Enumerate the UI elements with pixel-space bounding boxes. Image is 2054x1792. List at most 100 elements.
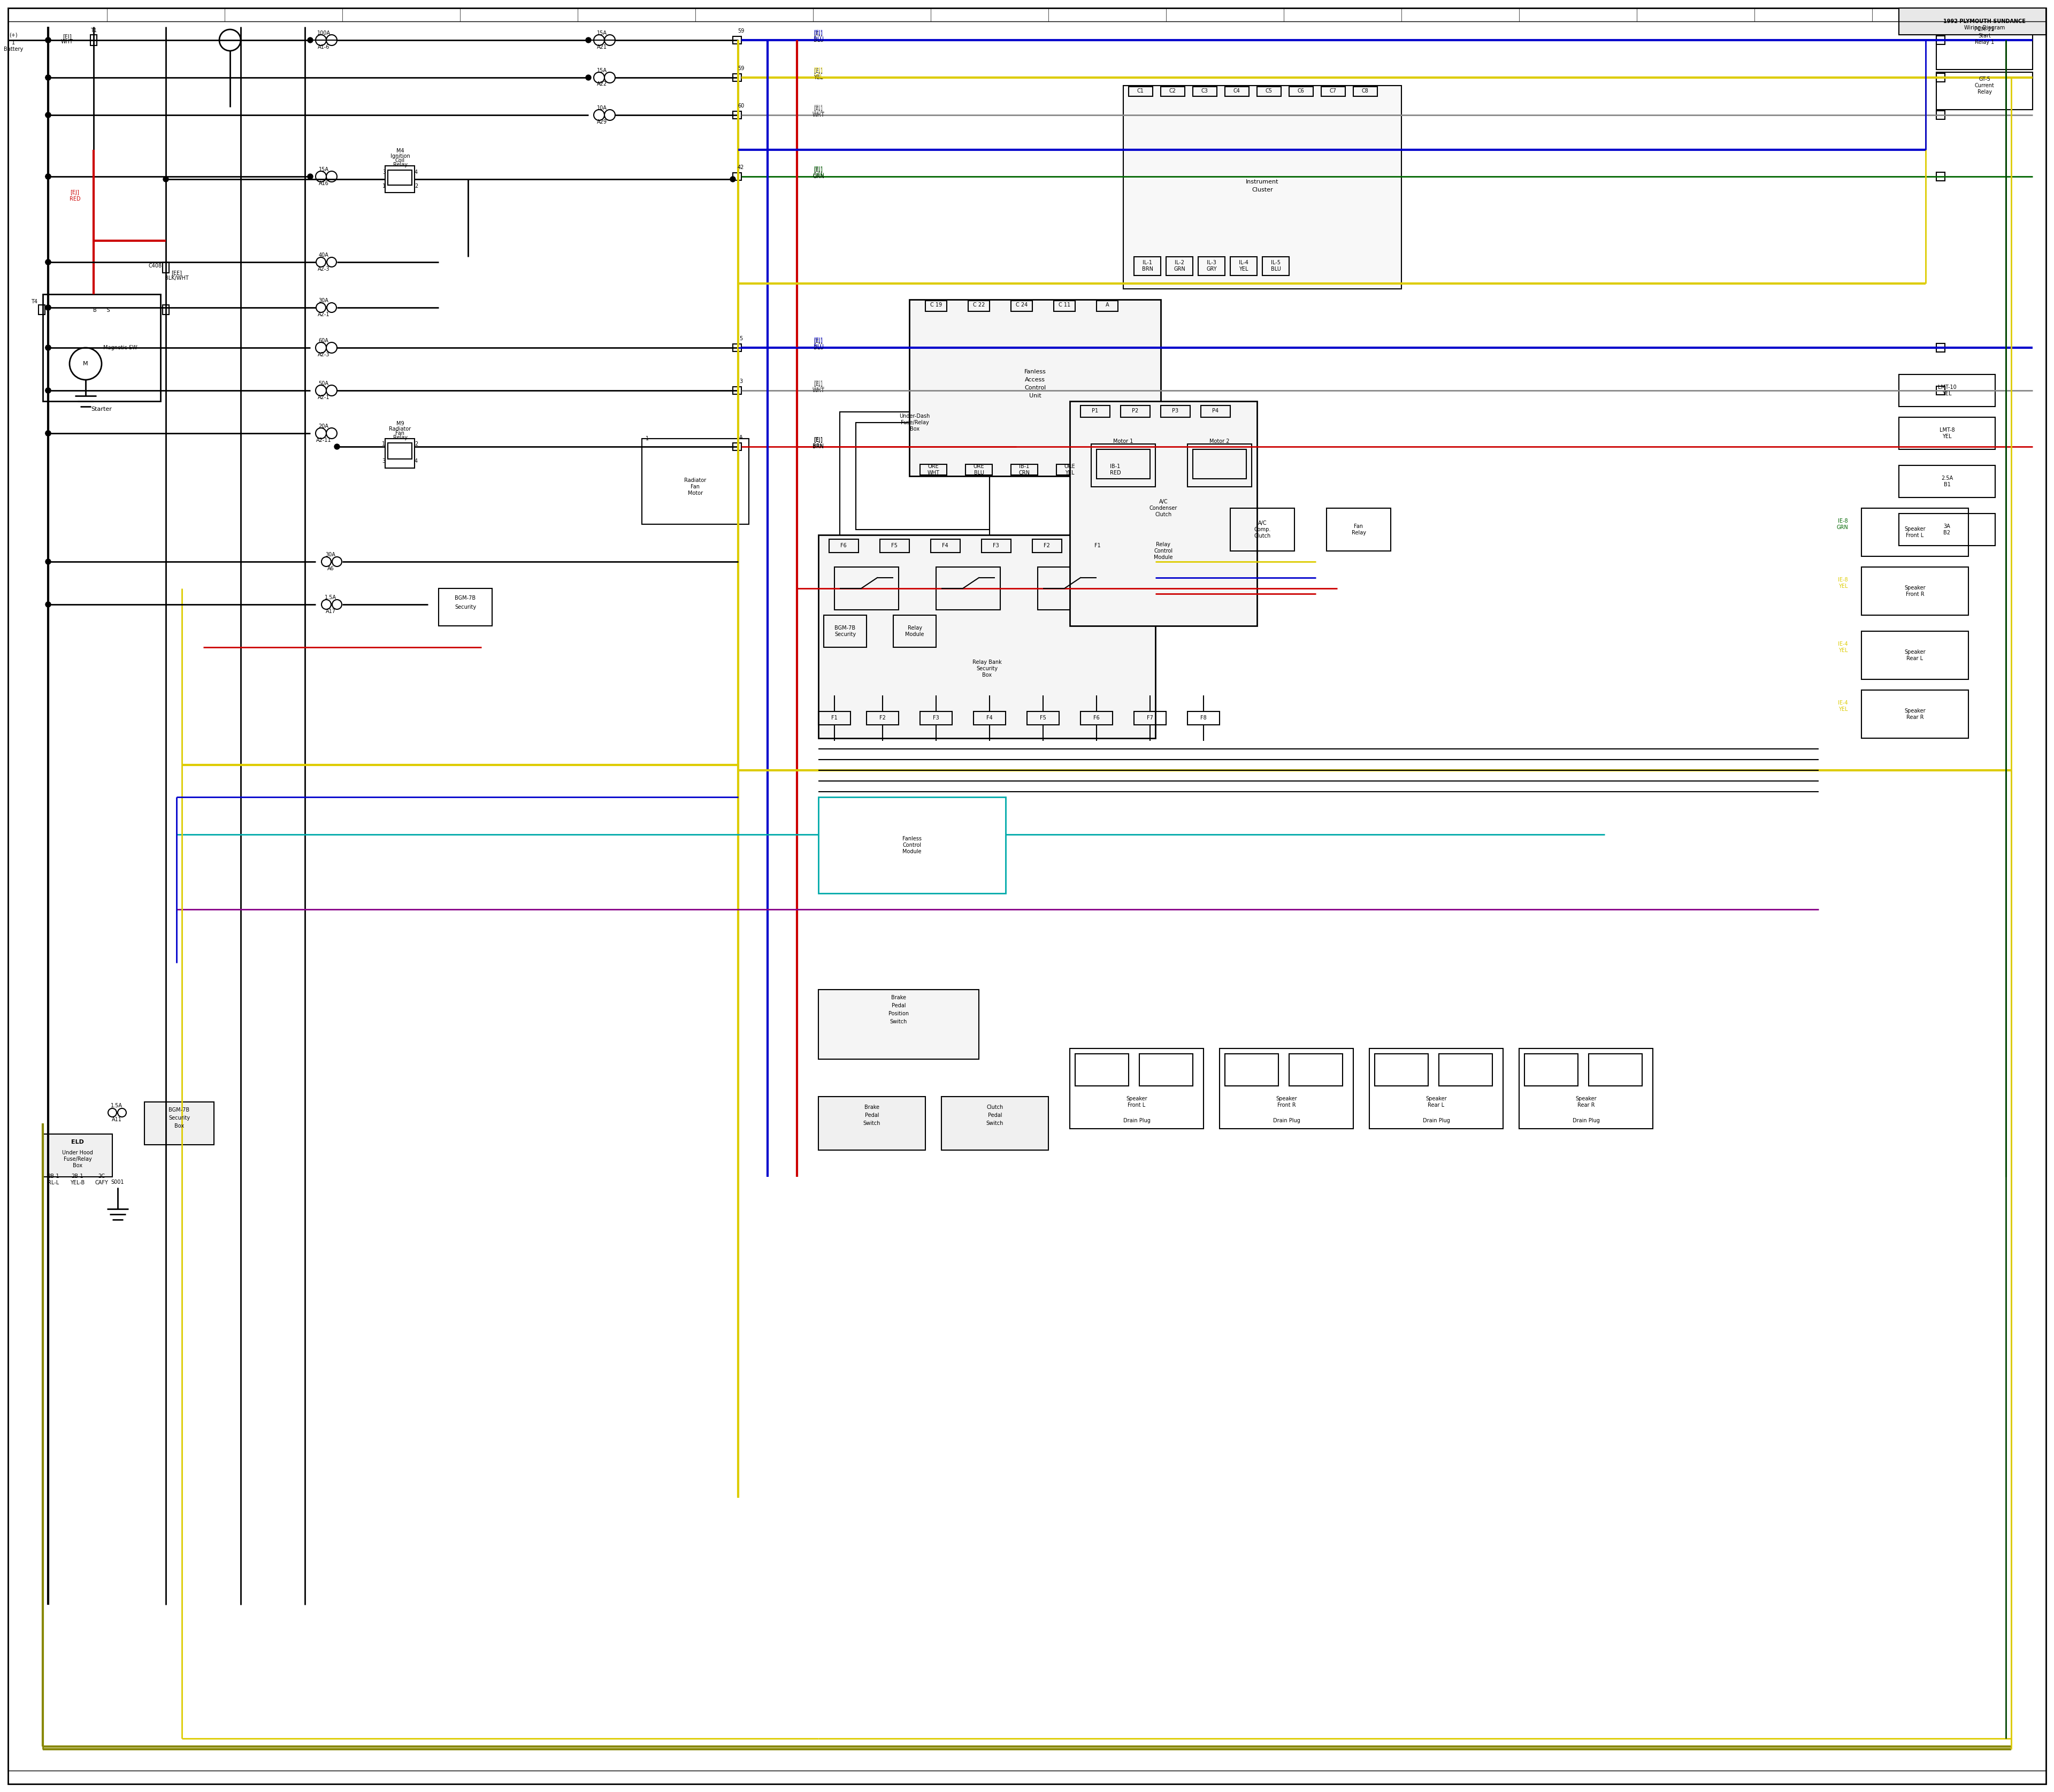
Text: 4: 4 (415, 170, 417, 176)
Bar (1898, 466, 1994, 498)
Circle shape (45, 305, 51, 310)
Text: IL-2
GRN: IL-2 GRN (1173, 260, 1185, 272)
Bar (43, 294, 160, 401)
Bar (43, 1134, 113, 1177)
Bar (817, 797, 1006, 894)
Text: 1: 1 (382, 441, 386, 446)
Bar (1898, 7, 2046, 34)
Text: Box: Box (72, 1163, 82, 1168)
Text: 2: 2 (415, 441, 417, 446)
Text: LMT-8
YEL: LMT-8 YEL (1939, 428, 1955, 439)
Text: ORE
WHT: ORE WHT (926, 464, 939, 475)
Circle shape (45, 260, 51, 265)
Text: Position: Position (889, 1011, 908, 1016)
Text: WHT: WHT (811, 387, 824, 392)
Bar (1861, 566, 1968, 615)
Bar (1134, 711, 1167, 724)
Text: 4: 4 (415, 459, 417, 464)
Text: IL-5
BLU: IL-5 BLU (1271, 260, 1282, 272)
Text: A2-3: A2-3 (318, 267, 329, 272)
Bar (834, 566, 900, 609)
Circle shape (585, 75, 592, 81)
Text: YEL: YEL (813, 75, 824, 81)
Bar (1230, 509, 1294, 550)
Bar (1091, 444, 1154, 487)
Text: C5: C5 (1265, 88, 1271, 93)
Bar (1054, 301, 1074, 312)
Text: Motor 2: Motor 2 (1210, 439, 1230, 444)
Circle shape (45, 430, 51, 435)
Text: 42: 42 (737, 165, 744, 170)
Text: ORE
BLU: ORE BLU (974, 464, 984, 475)
Bar (1202, 405, 1230, 418)
Bar (1193, 86, 1216, 97)
Text: Speaker
Front L: Speaker Front L (1904, 527, 1925, 538)
Text: Fanless
Control
Module: Fanless Control Module (902, 837, 922, 855)
Text: F4: F4 (943, 543, 949, 548)
Text: Radiator: Radiator (388, 426, 411, 432)
Text: Speaker
Rear L: Speaker Rear L (1425, 1097, 1446, 1107)
Bar (39, 305, 45, 315)
Text: F7: F7 (1146, 715, 1152, 720)
Bar (817, 989, 980, 1059)
Text: [EJ]: [EJ] (70, 190, 80, 195)
Text: GRN: GRN (813, 174, 824, 179)
Circle shape (308, 174, 312, 179)
Bar (386, 167, 415, 192)
Text: Drain Plug: Drain Plug (1273, 1118, 1300, 1124)
Bar (1011, 301, 1033, 312)
Bar (388, 170, 413, 185)
Circle shape (45, 113, 51, 118)
Text: 1: 1 (12, 39, 14, 45)
Circle shape (335, 444, 339, 450)
Bar (1861, 690, 1968, 738)
Circle shape (45, 346, 51, 351)
Text: 2B-1
RL-L: 2B-1 RL-L (47, 1174, 60, 1185)
Bar (733, 443, 741, 450)
Text: 1.5A: 1.5A (325, 595, 337, 600)
Bar (1290, 1054, 1343, 1086)
Text: Clutch: Clutch (986, 1104, 1002, 1109)
Text: [EJ]
WHT: [EJ] WHT (811, 106, 824, 116)
Text: A22: A22 (596, 81, 606, 86)
Circle shape (45, 38, 51, 43)
Bar (1097, 450, 1150, 478)
Bar (930, 539, 959, 552)
Bar (162, 305, 168, 315)
Text: C7: C7 (1329, 88, 1337, 93)
Text: F8: F8 (1200, 715, 1206, 720)
Text: Pedal: Pedal (891, 1004, 906, 1009)
Bar (1937, 111, 1945, 120)
Text: Battery: Battery (4, 47, 23, 52)
Bar (1321, 86, 1345, 97)
Text: 15A: 15A (318, 167, 329, 172)
Text: Instrument: Instrument (1247, 179, 1280, 185)
Bar (1187, 711, 1220, 724)
Text: RED: RED (70, 197, 80, 202)
Bar (937, 566, 1000, 609)
Text: Unit: Unit (1029, 392, 1041, 398)
Text: ELD: ELD (72, 1140, 84, 1145)
Text: 20A: 20A (318, 423, 329, 428)
Bar (1263, 256, 1290, 276)
Text: Control: Control (1025, 385, 1045, 391)
Text: GT-5: GT-5 (1978, 77, 1990, 82)
Text: [EJ]
GRN: [EJ] GRN (813, 167, 824, 177)
Text: 50A: 50A (318, 382, 329, 387)
Text: [EJ]: [EJ] (813, 437, 824, 443)
Text: [EJ]: [EJ] (813, 382, 824, 387)
Text: F6: F6 (1093, 715, 1099, 720)
Bar (817, 1097, 926, 1150)
Text: 59: 59 (737, 66, 744, 72)
Text: C4: C4 (1232, 88, 1241, 93)
Text: 10A: 10A (598, 106, 606, 111)
Text: C 24: C 24 (1015, 303, 1027, 308)
Bar (1197, 256, 1224, 276)
Bar (1128, 86, 1152, 97)
Text: IB-1
CRN: IB-1 CRN (1019, 464, 1029, 475)
Bar (1937, 73, 1945, 82)
Text: F1: F1 (1095, 543, 1101, 548)
Bar (1354, 86, 1378, 97)
Text: Relay
Module: Relay Module (906, 625, 924, 636)
Text: LMT-10
YEL: LMT-10 YEL (1937, 385, 1955, 396)
